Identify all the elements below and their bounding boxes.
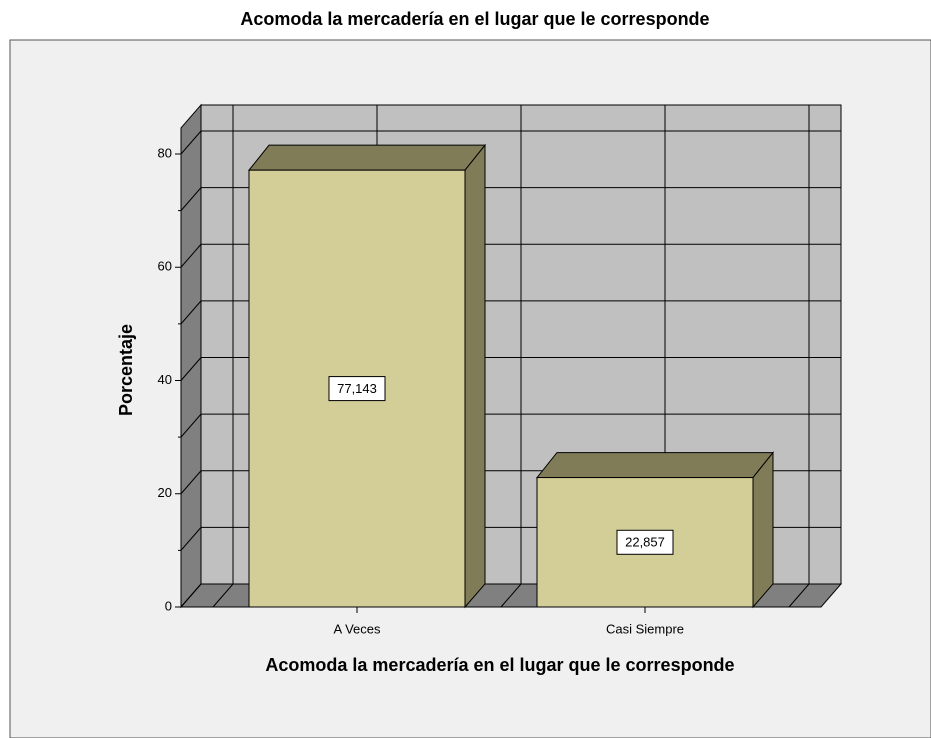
floor-line [788,583,810,608]
grid-line [180,357,202,381]
value-label-box [328,376,386,402]
grid-line [180,243,202,268]
floor-line [500,583,522,608]
chart-title: Acomoda la mercadería en el lugar que le… [240,9,709,29]
grid-line [180,583,202,608]
side-wall [180,103,202,609]
bar-side [752,451,774,609]
y-tick-label: 60 [158,259,172,274]
value-label: 77,143 [337,381,377,396]
minor-grid-line [180,527,202,551]
y-tick-label: 0 [165,598,172,613]
value-label-box [616,529,674,555]
bar-side [464,143,486,609]
floor-line [212,583,234,608]
y-tick-label: 40 [158,372,172,387]
y-axis-title: Porcentaje [116,324,136,416]
x-tick-label: A Veces [334,621,381,636]
y-tick-label: 20 [158,485,172,500]
minor-grid-line [180,413,202,438]
x-tick-label: Casi Siempre [606,621,684,636]
bar-top [247,144,487,171]
minor-grid-line [180,300,202,325]
grid-line [180,130,202,155]
y-tick-label: 80 [158,145,172,160]
value-label: 22,857 [625,535,665,550]
x-axis-title: Acomoda la mercadería en el lugar que le… [265,655,734,675]
grid-line [180,470,202,495]
bar-top [535,452,775,479]
minor-grid-line [180,187,202,211]
